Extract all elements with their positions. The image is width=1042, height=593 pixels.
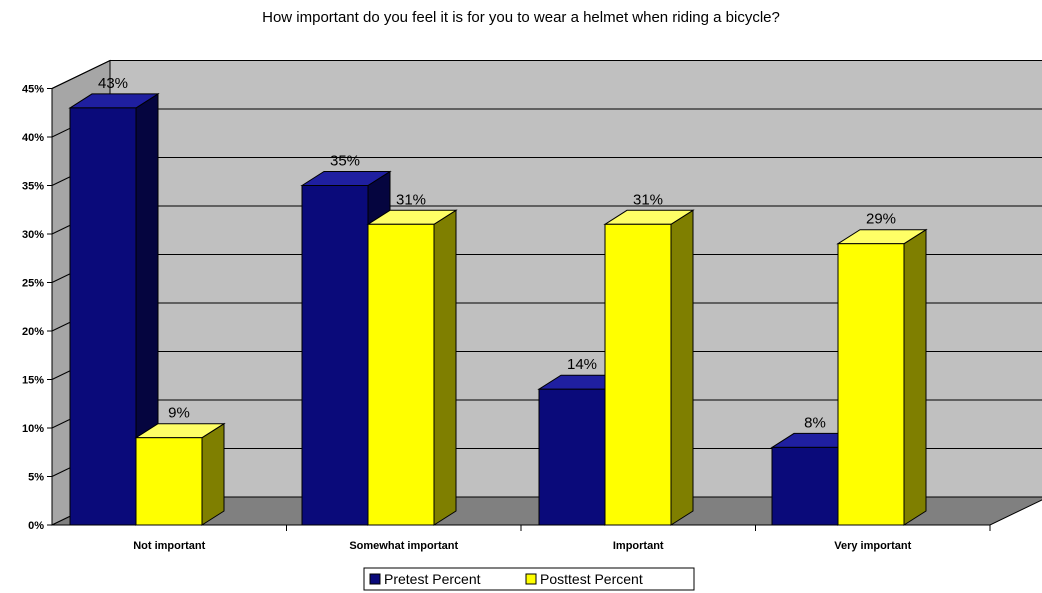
posttest-bar [604,223,672,526]
y-tick-label: 40% [22,132,44,144]
legend-label-pretest: Pretest Percent [384,571,481,587]
y-tick-label: 5% [28,472,44,484]
posttest-data-label: 31% [396,191,426,208]
y-tick-label: 0% [28,520,44,532]
pretest-bar [69,107,137,526]
category-label: Not important [133,540,205,552]
posttest-bar-side [433,209,457,526]
legend-swatch-pretest [369,573,381,585]
pretest-bar [301,185,369,526]
pretest-data-label: 35% [330,153,360,170]
data-labels: 43% 9% 35% 31% 14% 31% 8% 29% [98,75,896,431]
category-label: Very important [834,540,911,552]
pretest-bar [771,446,839,526]
legend: Pretest Percent Posttest Percent [363,567,695,591]
legend-swatch-posttest [525,573,537,585]
posttest-bar-side [670,209,694,526]
bars [68,92,928,526]
pretest-data-label: 8% [804,414,826,431]
pretest-data-label: 14% [567,356,597,373]
legend-label-posttest: Posttest Percent [540,571,643,587]
y-tick-label: 30% [22,229,44,241]
posttest-bar [367,223,435,526]
y-tick-label: 10% [22,423,44,435]
posttest-data-label: 9% [168,405,190,422]
pretest-bar [538,388,606,526]
y-tick-label: 20% [22,326,44,338]
category-label: Important [613,540,664,552]
y-tick-label: 25% [22,278,44,290]
pretest-data-label: 43% [98,75,128,92]
chart-title: How important do you feel it is for you … [262,9,780,26]
posttest-bar-side [201,422,225,526]
posttest-bar [135,437,203,526]
posttest-bar-side [903,228,927,526]
posttest-data-label: 29% [866,211,896,228]
posttest-bar [837,243,905,526]
y-tick-label: 15% [22,375,44,387]
gridline [51,60,1042,89]
y-tick-label: 45% [22,84,44,96]
category-label: Somewhat important [349,540,458,552]
y-tick-label: 35% [22,181,44,193]
posttest-data-label: 31% [633,191,663,208]
